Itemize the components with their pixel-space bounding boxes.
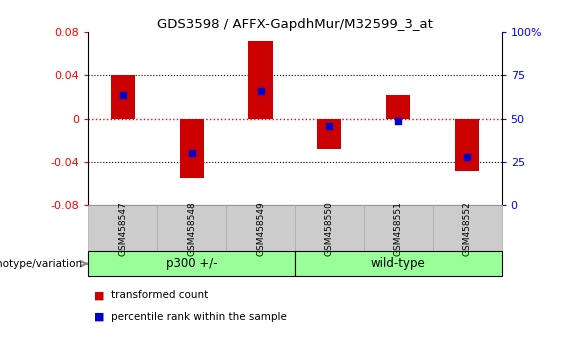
Text: GSM458548: GSM458548 (187, 201, 196, 256)
Bar (249, 41, 272, 119)
Title: GDS3598 / AFFX-GapdhMur/M32599_3_at: GDS3598 / AFFX-GapdhMur/M32599_3_at (157, 18, 433, 31)
Text: genotype/variation: genotype/variation (0, 259, 83, 269)
Bar (455, 119, 479, 171)
Text: GSM458549: GSM458549 (256, 201, 265, 256)
Bar (317, 119, 341, 149)
Bar (111, 75, 135, 119)
Text: wild-type: wild-type (371, 257, 426, 270)
Bar (180, 119, 203, 178)
Text: percentile rank within the sample: percentile rank within the sample (111, 312, 287, 321)
Text: ■: ■ (94, 290, 104, 300)
Text: GSM458551: GSM458551 (394, 201, 403, 256)
Bar (386, 95, 410, 119)
Text: p300 +/-: p300 +/- (166, 257, 218, 270)
Text: transformed count: transformed count (111, 290, 209, 300)
Text: ■: ■ (94, 312, 104, 321)
Text: GSM458547: GSM458547 (119, 201, 127, 256)
Text: GSM458552: GSM458552 (463, 201, 471, 256)
Text: GSM458550: GSM458550 (325, 201, 334, 256)
